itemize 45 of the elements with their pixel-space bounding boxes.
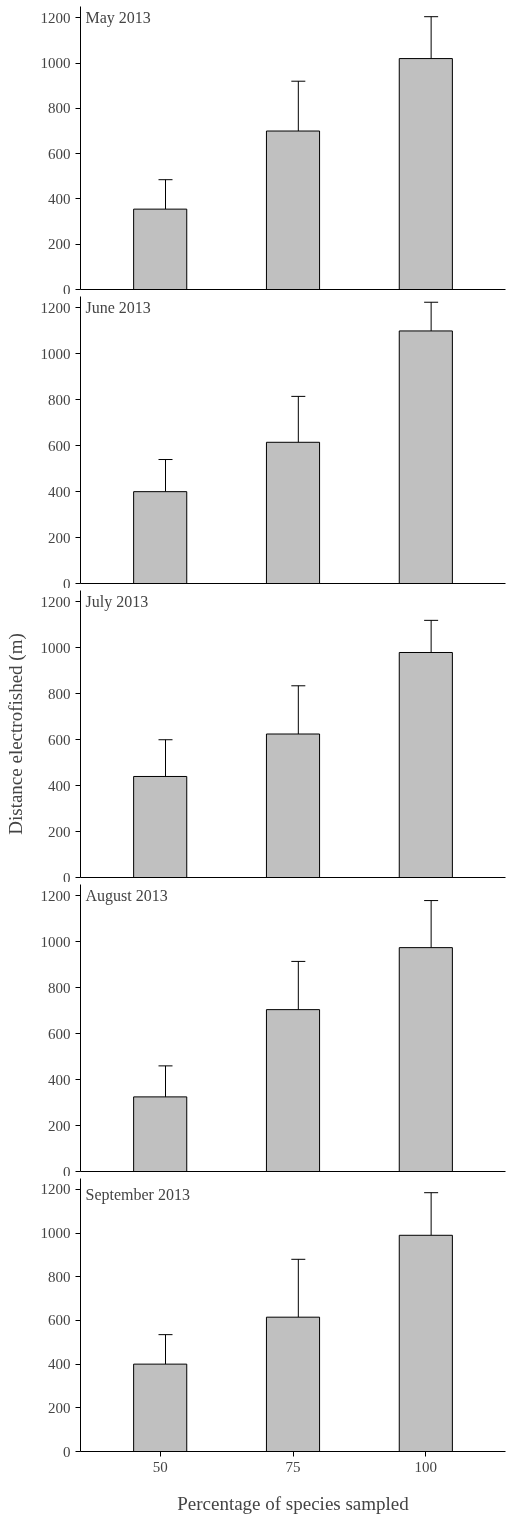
y-tick-label: 400: [48, 190, 71, 207]
y-tick-label: 200: [48, 1399, 71, 1416]
y-tick-label: 800: [48, 100, 71, 117]
y-tick-label: 800: [48, 685, 71, 702]
chart-title: July 2013: [85, 592, 149, 611]
y-tick-label: 1200: [40, 1181, 71, 1198]
y-tick-label: 200: [48, 1117, 71, 1134]
y-tick-label: 600: [48, 731, 71, 748]
y-tick-label: 1200: [40, 593, 71, 610]
y-tick-label: 1000: [40, 55, 71, 72]
y-tick-label: 1000: [40, 639, 71, 656]
y-tick-label: 200: [48, 236, 71, 253]
y-tick-label: 0: [63, 575, 71, 592]
x-tick-label: 50: [152, 1458, 168, 1475]
y-tick-label: 400: [48, 483, 71, 500]
y-tick-label: 600: [48, 437, 71, 454]
y-tick-label: 800: [48, 979, 71, 996]
x-tick-label: 100: [414, 1458, 438, 1475]
y-tick-label: 1200: [40, 9, 71, 26]
chart-title: June 2013: [85, 298, 151, 316]
y-tick-label: 0: [63, 1443, 71, 1460]
chart-title: May 2013: [85, 8, 151, 27]
y-tick-label: 200: [48, 823, 71, 840]
y-tick-label: 1200: [40, 299, 71, 316]
y-tick-label: 400: [48, 1071, 71, 1088]
x-tick-label: 75: [285, 1458, 301, 1475]
chart-title: September 2013: [85, 1185, 190, 1204]
y-tick-label: 800: [48, 1268, 71, 1285]
y-tick-label: 0: [63, 281, 71, 298]
y-tick-label: 600: [48, 1312, 71, 1329]
y-tick-label: 600: [48, 145, 71, 162]
y-tick-label: 800: [48, 391, 71, 408]
y-tick-label: 1200: [40, 887, 71, 904]
y-tick-label: 400: [48, 777, 71, 794]
y-tick-label: 0: [63, 1163, 71, 1180]
y-tick-label: 400: [48, 1356, 71, 1373]
y-tick-label: 1000: [40, 933, 71, 950]
y-tick-label: 600: [48, 1025, 71, 1042]
y-tick-label: 200: [48, 529, 71, 546]
x-axis-title: Percentage of species sampled: [177, 1492, 410, 1514]
chart-title: August 2013: [85, 886, 168, 905]
y-axis-title: Distance electrofished (m): [4, 633, 27, 835]
y-tick-label: 0: [63, 869, 71, 886]
y-tick-label: 1000: [40, 345, 71, 362]
y-tick-label: 1000: [40, 1225, 71, 1242]
